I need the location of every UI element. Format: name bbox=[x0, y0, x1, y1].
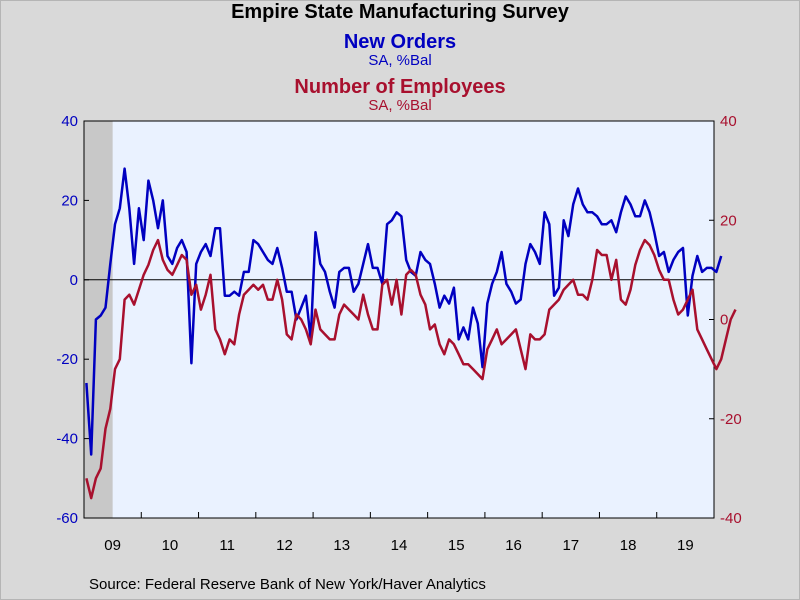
recession-band bbox=[84, 121, 113, 518]
x-axis-tick-label: 10 bbox=[162, 537, 179, 554]
series2-title: Number of Employees bbox=[294, 76, 506, 98]
right-axis-tick-label: 40 bbox=[720, 113, 737, 130]
x-axis-tick-label: 15 bbox=[448, 537, 465, 554]
left-axis-tick-label: -20 bbox=[56, 351, 78, 368]
x-axis-tick-label: 13 bbox=[333, 537, 350, 554]
right-axis-tick-label: -20 bbox=[720, 411, 742, 428]
right-axis-tick-label: 0 bbox=[720, 312, 728, 329]
left-axis-tick-label: -40 bbox=[56, 431, 78, 448]
x-axis-tick-label: 09 bbox=[104, 537, 121, 554]
series1-units: SA, %Bal bbox=[368, 52, 432, 69]
x-axis-tick-label: 18 bbox=[620, 537, 637, 554]
left-axis-tick-label: 0 bbox=[70, 272, 78, 289]
x-axis-tick-label: 16 bbox=[505, 537, 522, 554]
source-note: Source: Federal Reserve Bank of New York… bbox=[89, 576, 486, 593]
left-axis-tick-label: 20 bbox=[61, 192, 78, 209]
x-axis-tick-label: 12 bbox=[276, 537, 293, 554]
plot-area bbox=[84, 121, 714, 518]
employees-line bbox=[85, 238, 737, 500]
x-axis-tick-label: 19 bbox=[677, 537, 694, 554]
x-axis-tick-label: 11 bbox=[219, 537, 235, 554]
new-orders-line bbox=[85, 167, 723, 456]
x-axis-tick-label: 14 bbox=[391, 537, 408, 554]
left-axis-tick-label: 40 bbox=[61, 113, 78, 130]
series1-title: New Orders bbox=[343, 31, 457, 53]
right-axis-tick-label: -40 bbox=[720, 510, 742, 527]
series2-units: SA, %Bal bbox=[368, 97, 432, 114]
right-axis-tick-label: 20 bbox=[720, 212, 737, 229]
chart-title: Empire State Manufacturing Survey bbox=[231, 1, 569, 23]
x-axis-tick-label: 17 bbox=[562, 537, 579, 554]
left-axis-tick-label: -60 bbox=[56, 510, 78, 527]
